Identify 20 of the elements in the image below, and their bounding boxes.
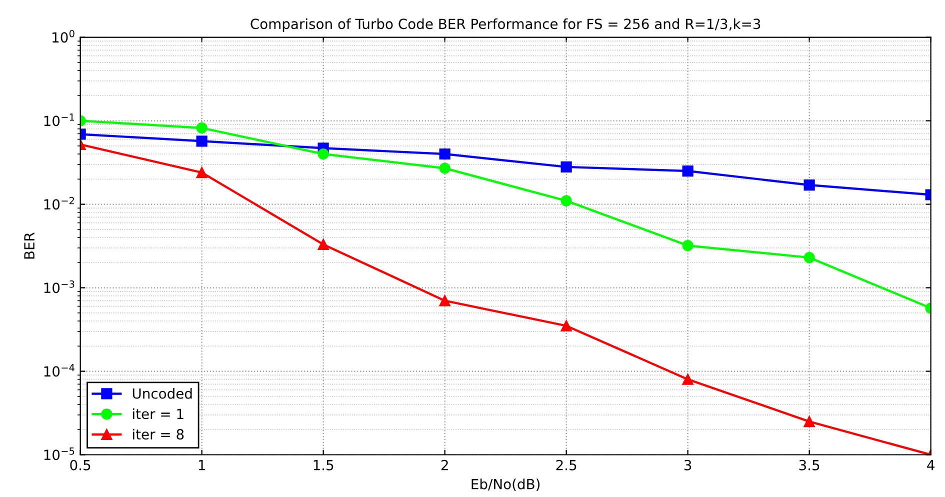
- y-tick-label: 10$^{0}$: [52, 30, 74, 43]
- y-tick-label: 10$^{−1}$: [44, 114, 74, 126]
- x-tick-label: 2: [441, 460, 448, 470]
- x-tick-label: 3: [684, 460, 692, 470]
- legend-label: iter = 8: [133, 428, 184, 440]
- y-tick-label: 10$^{−2}$: [44, 196, 74, 210]
- x-tick-label: 3.5: [799, 460, 820, 470]
- chart-title: Comparison of Turbo Code BER Performance for FS = 256 and R=1/3,k=3: [250, 18, 760, 32]
- x-tick-label: 1.5: [314, 460, 334, 470]
- x-tick-label: 4: [927, 460, 934, 470]
- y-tick-label: 10$^{−3}$: [44, 280, 74, 294]
- y-axis-title: BER: [24, 232, 34, 259]
- y-tick-label: 10$^{−4}$: [44, 364, 74, 377]
- x-axis-title: Eb/No(dB): [472, 478, 540, 491]
- x-tick-label: 1: [198, 460, 205, 470]
- x-tick-label: 0.5: [70, 460, 90, 470]
- y-tick-label: 10$^{−5}$: [44, 448, 74, 460]
- legend-label: iter = 1: [133, 408, 184, 420]
- legend-label: Uncoded: [132, 388, 192, 399]
- x-tick-label: 2.5: [556, 460, 576, 470]
